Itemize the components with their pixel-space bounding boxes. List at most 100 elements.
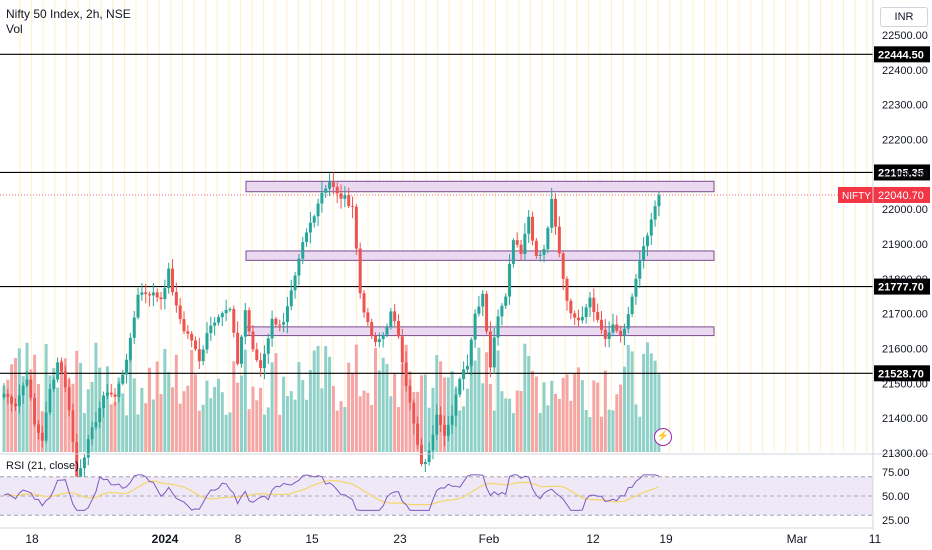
volume-bar: [500, 391, 504, 452]
candle-body: [423, 461, 427, 465]
volume-bar: [573, 373, 577, 452]
volume-bar: [320, 388, 324, 452]
volume-bar: [339, 401, 343, 452]
candle-body: [454, 394, 458, 416]
volume-bar: [171, 387, 175, 452]
candle-body: [416, 423, 420, 445]
volume-bar: [381, 357, 385, 452]
chart-title: Nifty 50 Index, 2h, NSE: [6, 7, 131, 21]
candle-body: [557, 226, 561, 254]
volume-bar: [136, 414, 140, 452]
candle-body: [427, 450, 431, 462]
volume-bar: [366, 392, 370, 452]
volume-bar: [596, 382, 600, 452]
candle-body: [29, 379, 33, 398]
volume-bar: [197, 410, 201, 452]
candle-body: [10, 396, 14, 404]
volume-bar: [132, 378, 136, 452]
volume-bar: [289, 391, 293, 452]
candle-body: [657, 195, 661, 207]
volume-bar: [584, 410, 588, 452]
volume-bar: [435, 355, 439, 452]
candle-body: [243, 310, 247, 337]
price-tick-label: 21800.00: [882, 274, 928, 286]
candle-body: [75, 442, 79, 478]
candle-body: [638, 260, 642, 279]
price-tick-label: 22500.00: [882, 30, 928, 42]
candle-body: [259, 360, 263, 369]
lightning-icon[interactable]: ⚡: [654, 428, 672, 446]
candle-body: [465, 365, 469, 370]
volume-bar: [2, 385, 6, 452]
candle-body: [488, 331, 492, 368]
time-tick-label: Mar: [787, 532, 808, 546]
candle-body: [36, 424, 40, 433]
candle-body: [209, 325, 213, 334]
candle-body: [565, 278, 569, 301]
candle-body: [102, 395, 106, 409]
candle-body: [262, 353, 266, 369]
volume-bar: [301, 380, 305, 452]
candle-body: [538, 254, 542, 256]
level-tag-label: 22105.35: [878, 167, 924, 179]
volume-bar: [538, 413, 542, 452]
candle-body: [113, 394, 117, 397]
candle-body: [121, 374, 125, 384]
price-tick-label: 22200.00: [882, 134, 928, 146]
candle-body: [6, 393, 10, 397]
volume-bar: [377, 370, 381, 452]
time-tick-label: 8: [235, 532, 242, 546]
volume-bar: [446, 377, 450, 452]
volume-bar: [186, 385, 190, 452]
candle-body: [573, 313, 577, 318]
volume-bar: [174, 354, 178, 452]
support-resistance-zones: [245, 180, 715, 337]
volume-bar: [531, 370, 535, 452]
volume-bar: [6, 379, 10, 452]
candle-body: [194, 340, 197, 350]
volume-bar: [259, 387, 263, 452]
time-tick-label: 19: [659, 532, 673, 546]
volume-bar: [209, 398, 213, 452]
candle-body: [393, 311, 397, 322]
volume-bar: [128, 345, 132, 452]
volume-bar: [607, 409, 611, 452]
candle-body: [289, 290, 293, 307]
volume-bar: [481, 383, 485, 452]
volume-bar: [634, 404, 638, 452]
volume-bar: [224, 414, 228, 452]
candle-body: [412, 402, 416, 424]
candle-body: [25, 379, 29, 386]
candle-body: [354, 206, 358, 249]
candle-body: [305, 232, 309, 243]
volume-bar: [442, 377, 446, 452]
volume-bar: [542, 382, 546, 452]
volume-bar: [251, 386, 255, 452]
candle-body: [592, 297, 596, 313]
rsi-tick-label: 25.00: [882, 515, 910, 527]
volume-bar: [167, 372, 171, 452]
candle-body: [377, 339, 381, 343]
candle-body: [109, 392, 113, 395]
volume-bar: [374, 347, 378, 452]
time-tick-label: 18: [25, 532, 39, 546]
volume-bar: [216, 378, 220, 452]
candle-body: [504, 296, 508, 306]
zone-box: [245, 326, 715, 337]
volume-bar: [155, 361, 159, 452]
candle-body: [500, 305, 504, 317]
volume-bar: [523, 343, 527, 452]
candle-body: [167, 268, 171, 289]
candle-body: [98, 408, 102, 423]
candle-body: [216, 317, 220, 323]
volume-bar: [408, 371, 412, 452]
price-tick-label: 21900.00: [882, 239, 928, 251]
currency-button[interactable]: INR: [880, 7, 928, 27]
candle-body: [117, 383, 121, 397]
volume-bar: [642, 353, 646, 452]
candle-body: [270, 318, 274, 339]
candle-body: [554, 198, 558, 227]
rsi-line: [3, 474, 660, 511]
candle-body: [328, 182, 332, 189]
volume-bar: [29, 369, 33, 452]
